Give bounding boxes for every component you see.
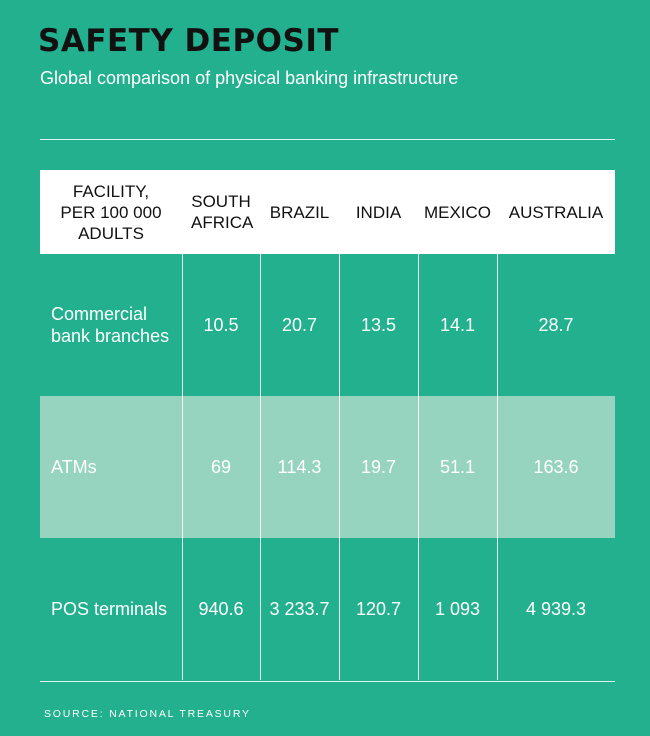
column-header-mexico: MEXICO [423,202,492,222]
column-divider [497,254,498,680]
table-cell: 163.6 [533,456,579,477]
table-cell: 1 093 [434,598,481,619]
bottom-divider [40,681,615,682]
table-cell: 13.5 [360,314,397,335]
table-cell: 19.7 [360,456,397,477]
row-label-atms: ATMs [51,457,97,477]
table-cell: 10.5 [203,314,239,335]
chart-title: SAFETY DEPOSIT [38,23,340,59]
table-cell: 20.7 [281,314,318,335]
column-divider [260,254,261,680]
column-divider [182,254,183,680]
top-divider [40,139,615,140]
column-divider [339,254,340,680]
table-cell: 120.7 [355,598,402,619]
chart-subtitle: Global comparison of physical banking in… [40,68,459,88]
table-cell: 28.7 [538,314,574,335]
column-header-south-africa: SOUTH AFRICA [191,192,254,232]
table-cell: 4 939.3 [525,598,587,619]
row-label-pos-terminals: POS terminals [51,599,168,619]
table-cell: 51.1 [439,456,476,477]
table-cell: 940.6 [198,598,244,619]
table-header-band [40,170,615,254]
column-header-facility: FACILITY, PER 100 000 ADULTS [60,181,162,243]
row-label-bank-branches: Commercial bank branches [51,304,170,346]
table-cell: 14.1 [439,314,476,335]
highlight-row-band [40,396,615,538]
table-cell: 114.3 [277,456,322,477]
column-header-india: INDIA [355,202,402,222]
column-header-australia: AUSTRALIA [508,202,604,222]
column-header-brazil: BRAZIL [269,202,330,222]
table-cell: 69 [210,456,232,477]
table-cell: 3 233.7 [269,598,330,619]
source-note: SOURCE: NATIONAL TREASURY [44,708,251,720]
column-divider [418,254,419,680]
